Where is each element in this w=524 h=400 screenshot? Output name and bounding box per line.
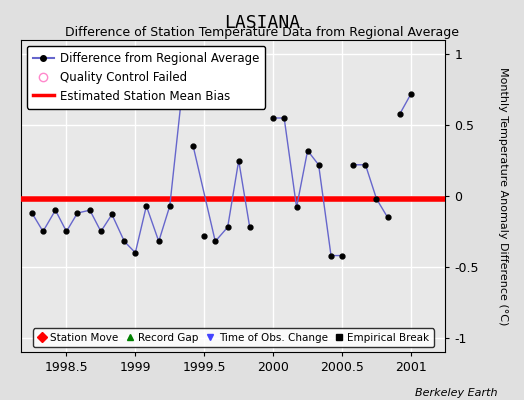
Text: Berkeley Earth: Berkeley Earth [416, 388, 498, 398]
Text: LASIANA: LASIANA [224, 14, 300, 32]
Legend: Station Move, Record Gap, Time of Obs. Change, Empirical Break: Station Move, Record Gap, Time of Obs. C… [32, 328, 434, 347]
Y-axis label: Monthly Temperature Anomaly Difference (°C): Monthly Temperature Anomaly Difference (… [498, 67, 508, 325]
Text: Difference of Station Temperature Data from Regional Average: Difference of Station Temperature Data f… [65, 26, 459, 39]
